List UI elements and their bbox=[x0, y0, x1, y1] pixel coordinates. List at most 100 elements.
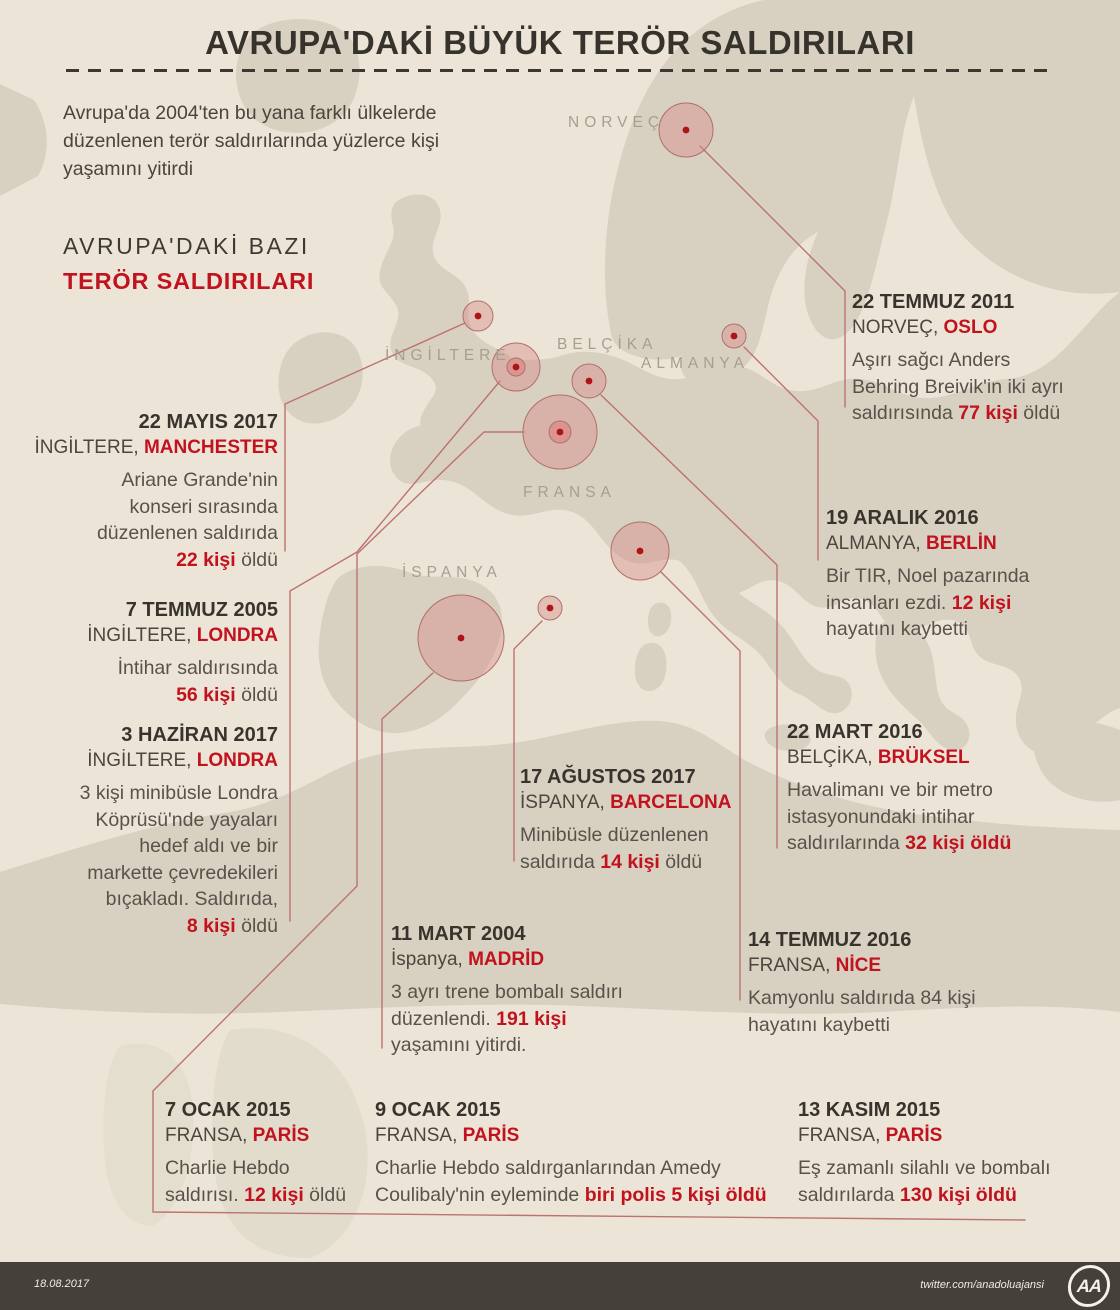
attack-country: NORVEÇ, bbox=[852, 317, 939, 338]
description-text: düzenlenen saldırıda bbox=[96, 522, 278, 544]
map-label-fransa: FRANSA bbox=[523, 484, 616, 501]
description-text: hayatını kaybetti bbox=[826, 618, 969, 640]
attack-block-madrid: 11 MART 2004 İspanya, MADRİD 3 ayrı trene … bbox=[391, 922, 623, 1059]
description-text: Aşırı sağcı Anders bbox=[852, 349, 1011, 371]
attack-date: 7 OCAK 2015 bbox=[165, 1099, 291, 1121]
description-text: öldü bbox=[235, 683, 278, 706]
attack-block-paris7: 7 OCAK 2015 FRANSA, PARİS Charlie Hebdo sal… bbox=[165, 1098, 346, 1208]
description-text: öldü bbox=[1017, 402, 1061, 424]
marker-brussels bbox=[571, 363, 607, 399]
attack-date: 22 MAYIS 2017 bbox=[138, 411, 278, 433]
land-italy bbox=[658, 513, 852, 714]
description-text: 3 ayrı trene bombalı saldırı bbox=[391, 981, 623, 1003]
attack-block-barcelona: 17 AĞUSTOS 2017 İSPANYA, BARCELONA Minibüs… bbox=[520, 765, 732, 875]
attack-city: PARİS bbox=[885, 1125, 943, 1146]
anadolu-agency-logo-icon: AA bbox=[1066, 1265, 1112, 1307]
attack-country: FRANSA, bbox=[375, 1125, 458, 1146]
attack-block-berlin: 19 ARALIK 2016 ALMANYA, BERLİN Bir TIR, No… bbox=[826, 506, 1029, 643]
description-text: Behring Breivik'in iki ayrı bbox=[852, 375, 1064, 398]
attack-date: 3 HAZİRAN 2017 bbox=[121, 724, 278, 746]
description-text: Charlie Hebdo bbox=[165, 1157, 290, 1179]
attack-date: 14 TEMMUZ 2016 bbox=[748, 929, 912, 951]
attack-city: BRÜKSEL bbox=[877, 747, 970, 768]
attack-country: İNGİLTERE, bbox=[87, 750, 192, 771]
attack-place: İSPANYA, BARCELONA bbox=[520, 790, 732, 815]
footer-bar: 18.08.2017 twitter.com/anadoluajansi AA bbox=[0, 1262, 1120, 1310]
connector-madrid bbox=[381, 672, 434, 1049]
intro-line: Avrupa'da 2004'ten bu yana farklı ülkele… bbox=[63, 102, 437, 124]
land-africa-interior bbox=[212, 1028, 368, 1258]
connector-london bbox=[289, 380, 501, 922]
attack-date: 22 TEMMUZ 2011 bbox=[852, 291, 1015, 313]
dashed-divider bbox=[66, 69, 1054, 72]
description-text: bıçakladı. Saldırıda, bbox=[105, 888, 278, 910]
land-north-africa bbox=[0, 720, 1120, 1014]
page-title: AVRUPA'DAKİ BÜYÜK TERÖR SALDIRILARI bbox=[205, 24, 915, 61]
land-ireland bbox=[278, 332, 363, 424]
intro-text: Avrupa'da 2004'ten bu yana farklı ülkele… bbox=[63, 99, 439, 183]
attack-date: 13 KASIM 2015 bbox=[798, 1099, 941, 1121]
marker-berlin bbox=[721, 323, 747, 349]
intro-line: düzenlenen terör saldırılarında yüzlerce… bbox=[63, 130, 440, 152]
attack-city: LONDRA bbox=[196, 625, 278, 646]
description-text: hayatını kaybetti bbox=[748, 1013, 891, 1036]
attack-place: İNGİLTERE, MANCHESTER bbox=[34, 435, 278, 460]
attack-block-brussels: 22 MART 2016 BELÇİKA, BRÜKSEL Havalimanı v… bbox=[787, 720, 1011, 857]
description-text: Minibüsle düzenlenen bbox=[520, 824, 709, 846]
marker-london bbox=[491, 342, 541, 392]
attack-description: Havalimanı ve bir metro istasyonundaki in… bbox=[787, 777, 1011, 857]
attack-block-london2017: 3 HAZİRAN 2017 İNGİLTERE, LONDRA 3 kişi mi… bbox=[80, 723, 278, 939]
marker-paris bbox=[522, 394, 598, 470]
casualty-figure: 8 kişi bbox=[186, 914, 236, 937]
attack-description: 3 ayrı trene bombalı saldırı düzenlendi. … bbox=[391, 979, 623, 1059]
map-label-almanya: ALMANYA bbox=[641, 355, 749, 372]
attack-country: BELÇİKA, bbox=[787, 747, 873, 768]
attack-place: BELÇİKA, BRÜKSEL bbox=[787, 745, 1011, 770]
description-text: markette çevredekileri bbox=[87, 861, 278, 884]
description-text: Charlie Hebdo saldırganlarından Amedy bbox=[375, 1157, 721, 1179]
attack-place: İNGİLTERE, LONDRA bbox=[80, 748, 278, 773]
attack-country: FRANSA, bbox=[748, 955, 831, 976]
attack-place: FRANSA, PARİS bbox=[165, 1123, 346, 1148]
attack-city: MADRİD bbox=[468, 949, 545, 970]
attack-description: Eş zamanlı silahlı ve bombalı saldırılard… bbox=[798, 1155, 1051, 1208]
attack-place: İspanya, MADRİD bbox=[391, 947, 623, 972]
connector-nice bbox=[660, 571, 741, 1001]
description-text: Kamyonlu saldırıda 84 kişi bbox=[748, 987, 976, 1009]
attack-block-oslo: 22 TEMMUZ 2011 NORVEÇ, OSLO Aşırı sağcı An… bbox=[852, 290, 1064, 427]
attack-city: BARCELONA bbox=[610, 792, 732, 813]
description-text: Bir TIR, Noel pazarında bbox=[826, 565, 1030, 587]
land-sicily bbox=[764, 724, 811, 751]
description-text: insanları ezdi. bbox=[826, 591, 952, 614]
footer-twitter-handle: twitter.com/anadoluajansi bbox=[920, 1279, 1044, 1291]
description-text: Havalimanı ve bir metro bbox=[787, 779, 993, 801]
land-europe-mainland bbox=[390, 292, 1120, 755]
land-iceland bbox=[236, 19, 360, 133]
map-label-ingiltere: İNGİLTERE bbox=[385, 347, 511, 364]
description-text: saldırısında bbox=[852, 402, 959, 424]
attack-city: PARİS bbox=[462, 1125, 520, 1146]
description-text: öldü bbox=[235, 548, 278, 571]
casualty-figure: 77 kişi bbox=[958, 402, 1018, 424]
casualty-figure: 130 kişi öldü bbox=[899, 1183, 1017, 1206]
connector-manchester bbox=[284, 322, 466, 552]
description-text: saldırılarda bbox=[798, 1183, 900, 1206]
description-text: konseri sırasında bbox=[129, 495, 279, 518]
description-text: öldü bbox=[659, 850, 703, 873]
land-anatolia bbox=[1032, 720, 1120, 802]
casualty-figure: 12 kişi bbox=[244, 1183, 304, 1206]
attack-description: Bir TIR, Noel pazarında insanları ezdi. 1… bbox=[826, 563, 1029, 643]
intro-line: yaşamını yitirdi bbox=[63, 158, 194, 180]
description-text: öldü bbox=[235, 914, 278, 937]
attack-city: BERLİN bbox=[925, 533, 997, 554]
attack-place: ALMANYA, BERLİN bbox=[826, 531, 1029, 556]
map-label-ispanya: İSPANYA bbox=[402, 564, 502, 581]
description-text: İntihar saldırısında bbox=[117, 657, 278, 679]
marker-madrid bbox=[417, 594, 505, 682]
land-sardinia bbox=[634, 642, 667, 692]
attack-country: İSPANYA, bbox=[520, 792, 605, 813]
attack-country: FRANSA, bbox=[798, 1125, 881, 1146]
attack-date: 22 MART 2016 bbox=[787, 721, 923, 743]
